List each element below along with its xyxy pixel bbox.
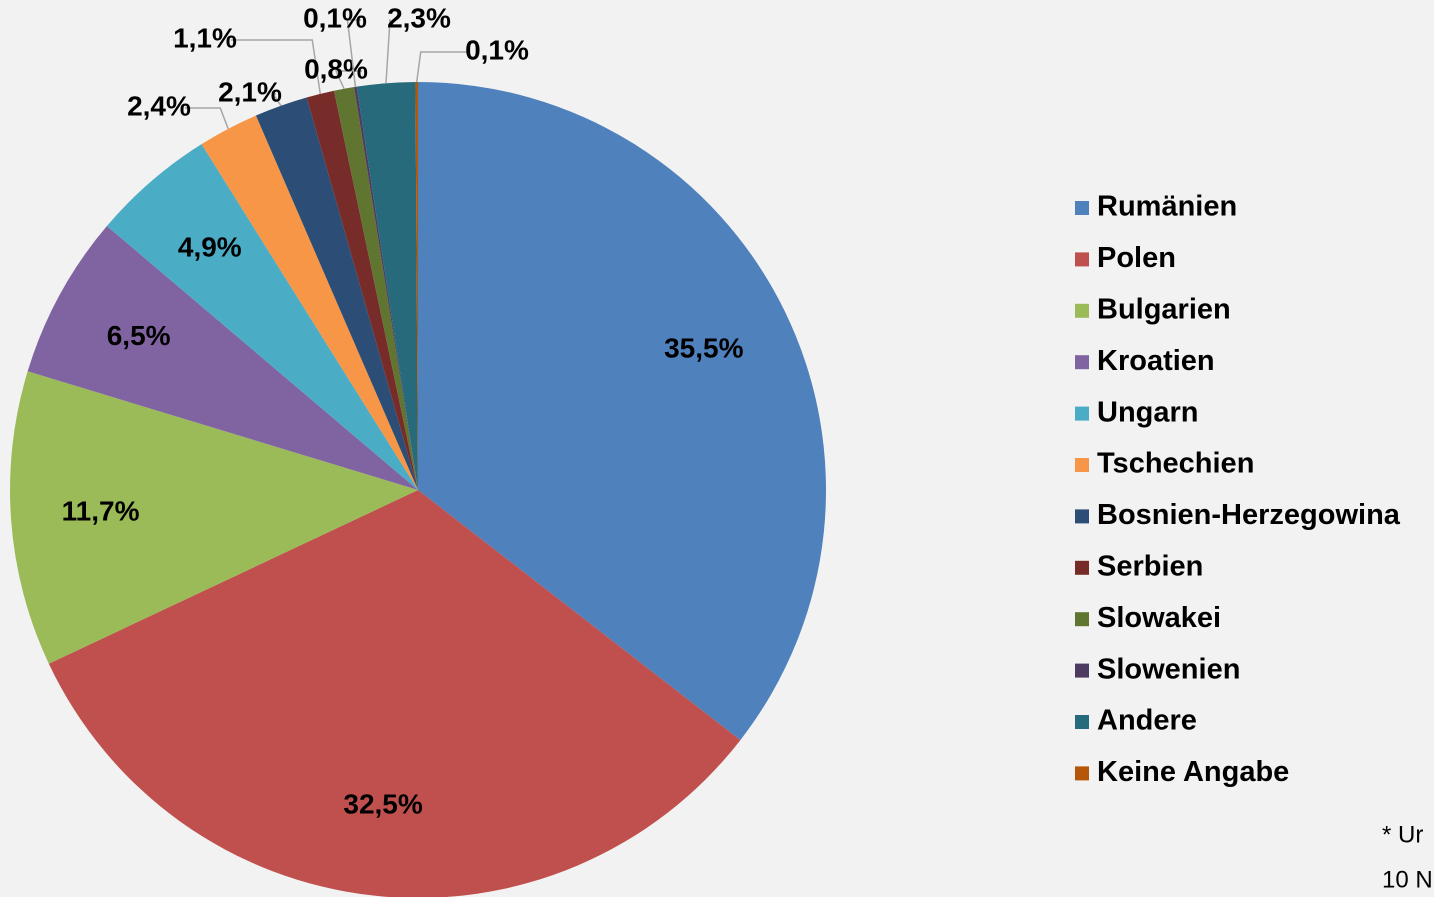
leader-line — [231, 39, 322, 94]
legend-swatch — [1075, 509, 1089, 524]
data-label: 2,4% — [127, 90, 191, 121]
legend-label: Kroatien — [1097, 345, 1215, 377]
pie-slice — [306, 90, 418, 491]
pie-slice — [334, 87, 418, 490]
data-label: 1,1% — [173, 22, 237, 53]
leader-line — [185, 107, 229, 130]
data-label: 4,9% — [178, 232, 242, 263]
legend-swatch — [1075, 715, 1089, 729]
legend-label: Slowakei — [1097, 602, 1221, 634]
pie-slice — [356, 82, 418, 490]
legend-swatch — [1075, 252, 1089, 267]
pie-slice — [10, 371, 419, 664]
legend-swatch — [1075, 560, 1089, 575]
legend-swatch — [1075, 406, 1089, 421]
legend-label: Serbien — [1097, 550, 1203, 582]
legend-label: Bosnien-Herzegowina — [1097, 499, 1401, 531]
legend-label: Rumänien — [1097, 191, 1237, 223]
data-label: 32,5% — [343, 789, 422, 820]
data-label: 0,1% — [303, 2, 367, 33]
data-label: 35,5% — [664, 332, 743, 363]
pie-slice — [106, 144, 418, 490]
legend-label: Slowenien — [1097, 653, 1240, 685]
legend-swatch — [1075, 201, 1089, 215]
legend-swatch — [1075, 458, 1089, 472]
data-label: 0,1% — [465, 34, 529, 65]
pie-slice — [201, 115, 418, 490]
legend-label: Ungarn — [1097, 396, 1199, 428]
pie-slice — [48, 490, 741, 897]
legend-swatch — [1075, 766, 1089, 781]
legend-swatch — [1075, 303, 1089, 318]
pie-slice — [255, 97, 418, 490]
pie-slice — [415, 82, 418, 490]
data-label: 6,5% — [107, 320, 171, 351]
leader-line — [271, 93, 282, 107]
pie-slice — [418, 82, 827, 741]
legend-label: Polen — [1097, 242, 1176, 274]
pie-slice — [27, 226, 418, 491]
legend-swatch — [1075, 355, 1089, 370]
legend-label: Andere — [1097, 705, 1197, 737]
data-label: 2,3% — [387, 2, 451, 33]
footnote: 10 N — [1382, 866, 1433, 893]
data-label: 11,7% — [62, 495, 140, 526]
legend-label: Tschechien — [1097, 448, 1254, 480]
leader-line — [346, 19, 361, 87]
footnote: * Ur — [1382, 821, 1423, 848]
pie-slice — [354, 86, 418, 490]
leader-line — [385, 19, 391, 84]
data-label: 0,8% — [304, 53, 368, 84]
leader-line — [415, 51, 467, 83]
legend-label: Bulgarien — [1097, 293, 1231, 325]
legend-label: Keine Angabe — [1097, 756, 1289, 788]
legend-swatch — [1075, 612, 1089, 627]
data-label: 2,1% — [218, 76, 282, 107]
legend-swatch — [1075, 663, 1089, 678]
